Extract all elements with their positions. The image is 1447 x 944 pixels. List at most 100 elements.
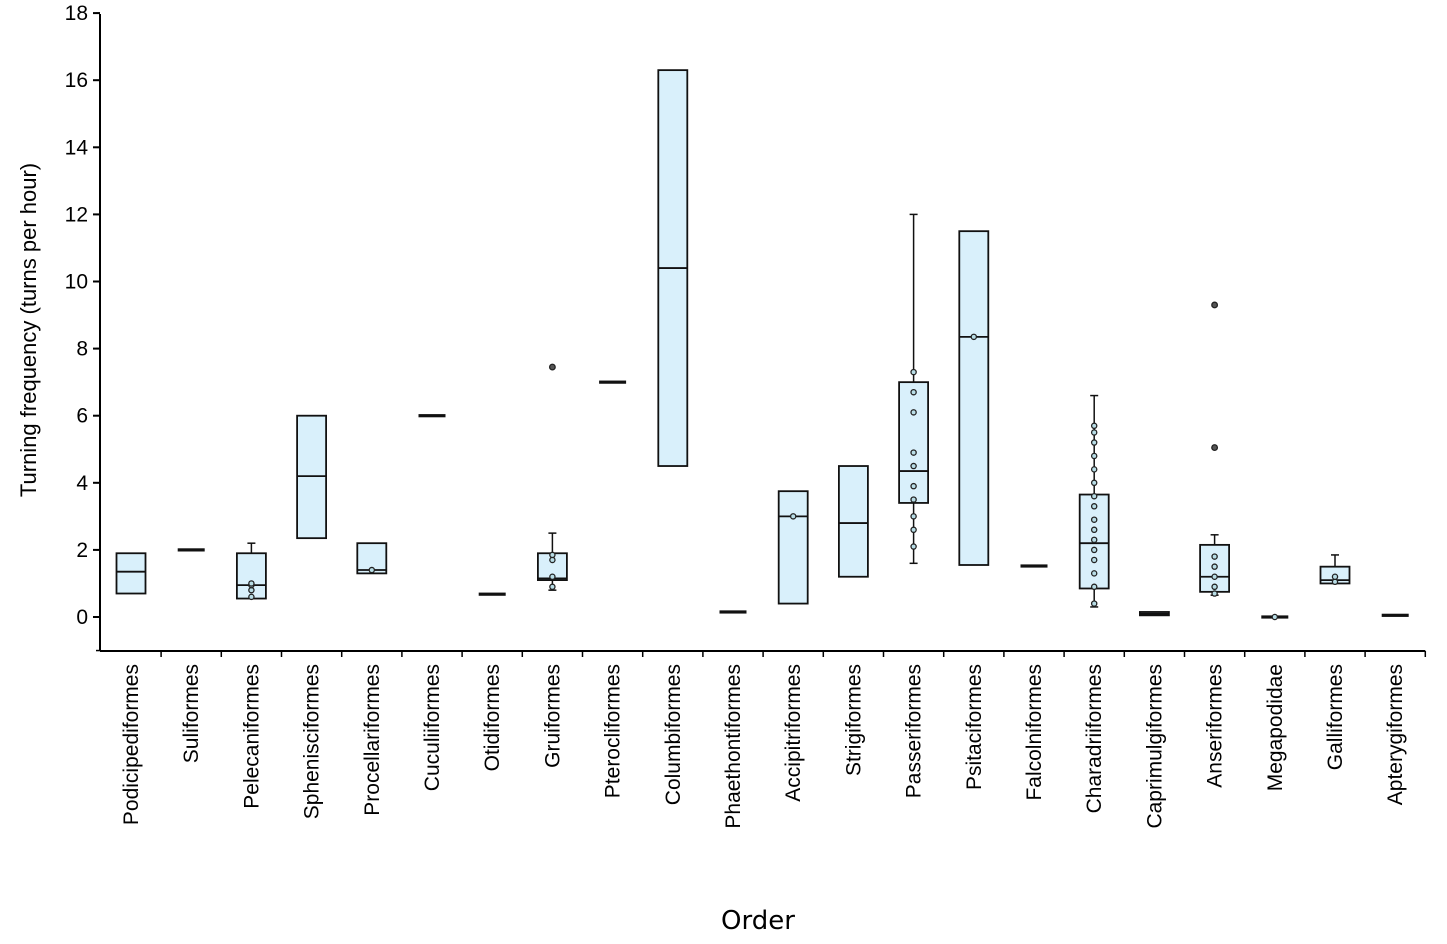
- box-psitaciformes: [958, 230, 990, 566]
- data-point: [910, 543, 917, 550]
- category-label: Anseriformes: [1204, 664, 1227, 788]
- box-flat: [177, 548, 205, 552]
- category-label: Podicipediformes: [120, 664, 143, 825]
- x-axis-title: Order: [721, 906, 795, 936]
- data-point: [910, 496, 917, 503]
- data-point: [1090, 583, 1098, 591]
- data-point: [1090, 516, 1098, 523]
- data-point: [1090, 492, 1098, 500]
- data-point: [1090, 546, 1098, 554]
- data-point: [1090, 536, 1098, 544]
- data-point: [1211, 590, 1218, 597]
- box-strigiformes: [838, 465, 869, 578]
- box-flat: [599, 380, 627, 384]
- data-point: [910, 409, 917, 416]
- category-label: Pelecaniformes: [240, 664, 263, 809]
- data-point: [1090, 452, 1098, 460]
- data-point: [1090, 600, 1098, 607]
- box-galliformes: [1319, 554, 1351, 586]
- data-point: [1331, 573, 1339, 580]
- category-label: Pterocliformes: [602, 664, 625, 798]
- category-label: Passeriformes: [903, 664, 926, 798]
- box-phaethontiformes: [719, 610, 747, 614]
- category-label: Sphenisciformes: [301, 664, 324, 819]
- y-tick-label: 14: [65, 136, 89, 159]
- data-point: [1211, 583, 1218, 591]
- category-label: Apterygiformes: [1384, 664, 1407, 805]
- data-point: [910, 388, 917, 396]
- category-label: Caprimulgiformes: [1143, 664, 1166, 829]
- category-label: Phaethontiformes: [722, 664, 745, 829]
- category-label: Cuculiiformes: [421, 664, 444, 791]
- category-labels: Podicipediformes Suliformes Pelecaniformes…: [120, 664, 1407, 829]
- box-accipitriformes: [777, 490, 809, 605]
- category-label: Columbiformes: [662, 664, 685, 805]
- box-iqr: [958, 230, 990, 566]
- y-tick-label: 10: [65, 271, 88, 294]
- data-point: [910, 482, 917, 490]
- box-iqr: [777, 490, 809, 605]
- box-passeriformes: [898, 213, 929, 565]
- outlier-point: [1211, 444, 1219, 452]
- data-point: [970, 333, 978, 341]
- data-point: [1211, 553, 1218, 560]
- category-label: Charadriiformes: [1083, 664, 1106, 813]
- data-point: [1090, 429, 1098, 436]
- outlier-point: [1211, 301, 1219, 309]
- outlier-point: [548, 363, 556, 371]
- category-label: Strigiformes: [842, 664, 865, 776]
- box-flat: [478, 592, 506, 596]
- box-flat: [719, 610, 747, 614]
- box-podicipediformes: [115, 552, 147, 595]
- data-point: [1211, 563, 1218, 570]
- category-label: Falcolniformes: [1023, 664, 1046, 801]
- category-label: Accipitriformes: [782, 664, 805, 802]
- category-label: Otidiformes: [481, 664, 504, 771]
- data-point: [910, 368, 917, 376]
- category-label: Psitaciformes: [963, 664, 986, 790]
- data-point: [368, 566, 376, 574]
- y-axis-title: Turning frequency (turns per hour): [16, 163, 41, 497]
- box-columbiformes: [657, 69, 689, 467]
- y-tick-label: 4: [76, 472, 88, 495]
- data-point: [549, 573, 556, 580]
- data-point: [789, 513, 797, 520]
- box-flat: [418, 414, 446, 418]
- data-point: [1090, 556, 1098, 564]
- box-procellariformes: [356, 542, 388, 575]
- data-point: [248, 580, 255, 587]
- y-axis: 0 2 4 6 8 10 12 14 16 18: [65, 2, 101, 652]
- box-iqr: [115, 552, 147, 595]
- data-point: [1090, 479, 1098, 487]
- y-tick-label: 18: [65, 2, 88, 25]
- y-tick-label: 16: [65, 69, 88, 92]
- data-point: [1090, 503, 1098, 510]
- box-iqr: [838, 465, 869, 578]
- x-axis: [100, 650, 1427, 657]
- data-point: [1211, 573, 1218, 580]
- box-apterygiformes: [1381, 613, 1409, 617]
- category-label: Procellariformes: [361, 664, 384, 816]
- data-point: [910, 449, 917, 456]
- box-flat: [1381, 613, 1409, 617]
- box-otidiformes: [478, 592, 506, 596]
- box-charadriiformes: [1078, 394, 1110, 608]
- category-label: Suliformes: [180, 664, 203, 763]
- data-point: [1090, 526, 1098, 534]
- data-point: [1090, 439, 1098, 446]
- box-falcolniformes: [1020, 564, 1048, 568]
- data-point: [1090, 570, 1098, 577]
- y-tick-label: 12: [65, 203, 88, 226]
- box-gruiformes: [537, 363, 568, 591]
- data-point: [1090, 466, 1098, 473]
- box-megapodidae: [1261, 613, 1289, 621]
- y-tick-label: 0: [76, 606, 88, 629]
- plot-area: [115, 69, 1409, 621]
- category-label: Galliformes: [1324, 664, 1347, 770]
- box-anseriformes: [1199, 301, 1230, 597]
- data-point: [1090, 422, 1098, 430]
- category-label: Gruiformes: [541, 664, 564, 768]
- box-caprimulgiformes: [1139, 611, 1170, 617]
- data-point: [910, 526, 917, 534]
